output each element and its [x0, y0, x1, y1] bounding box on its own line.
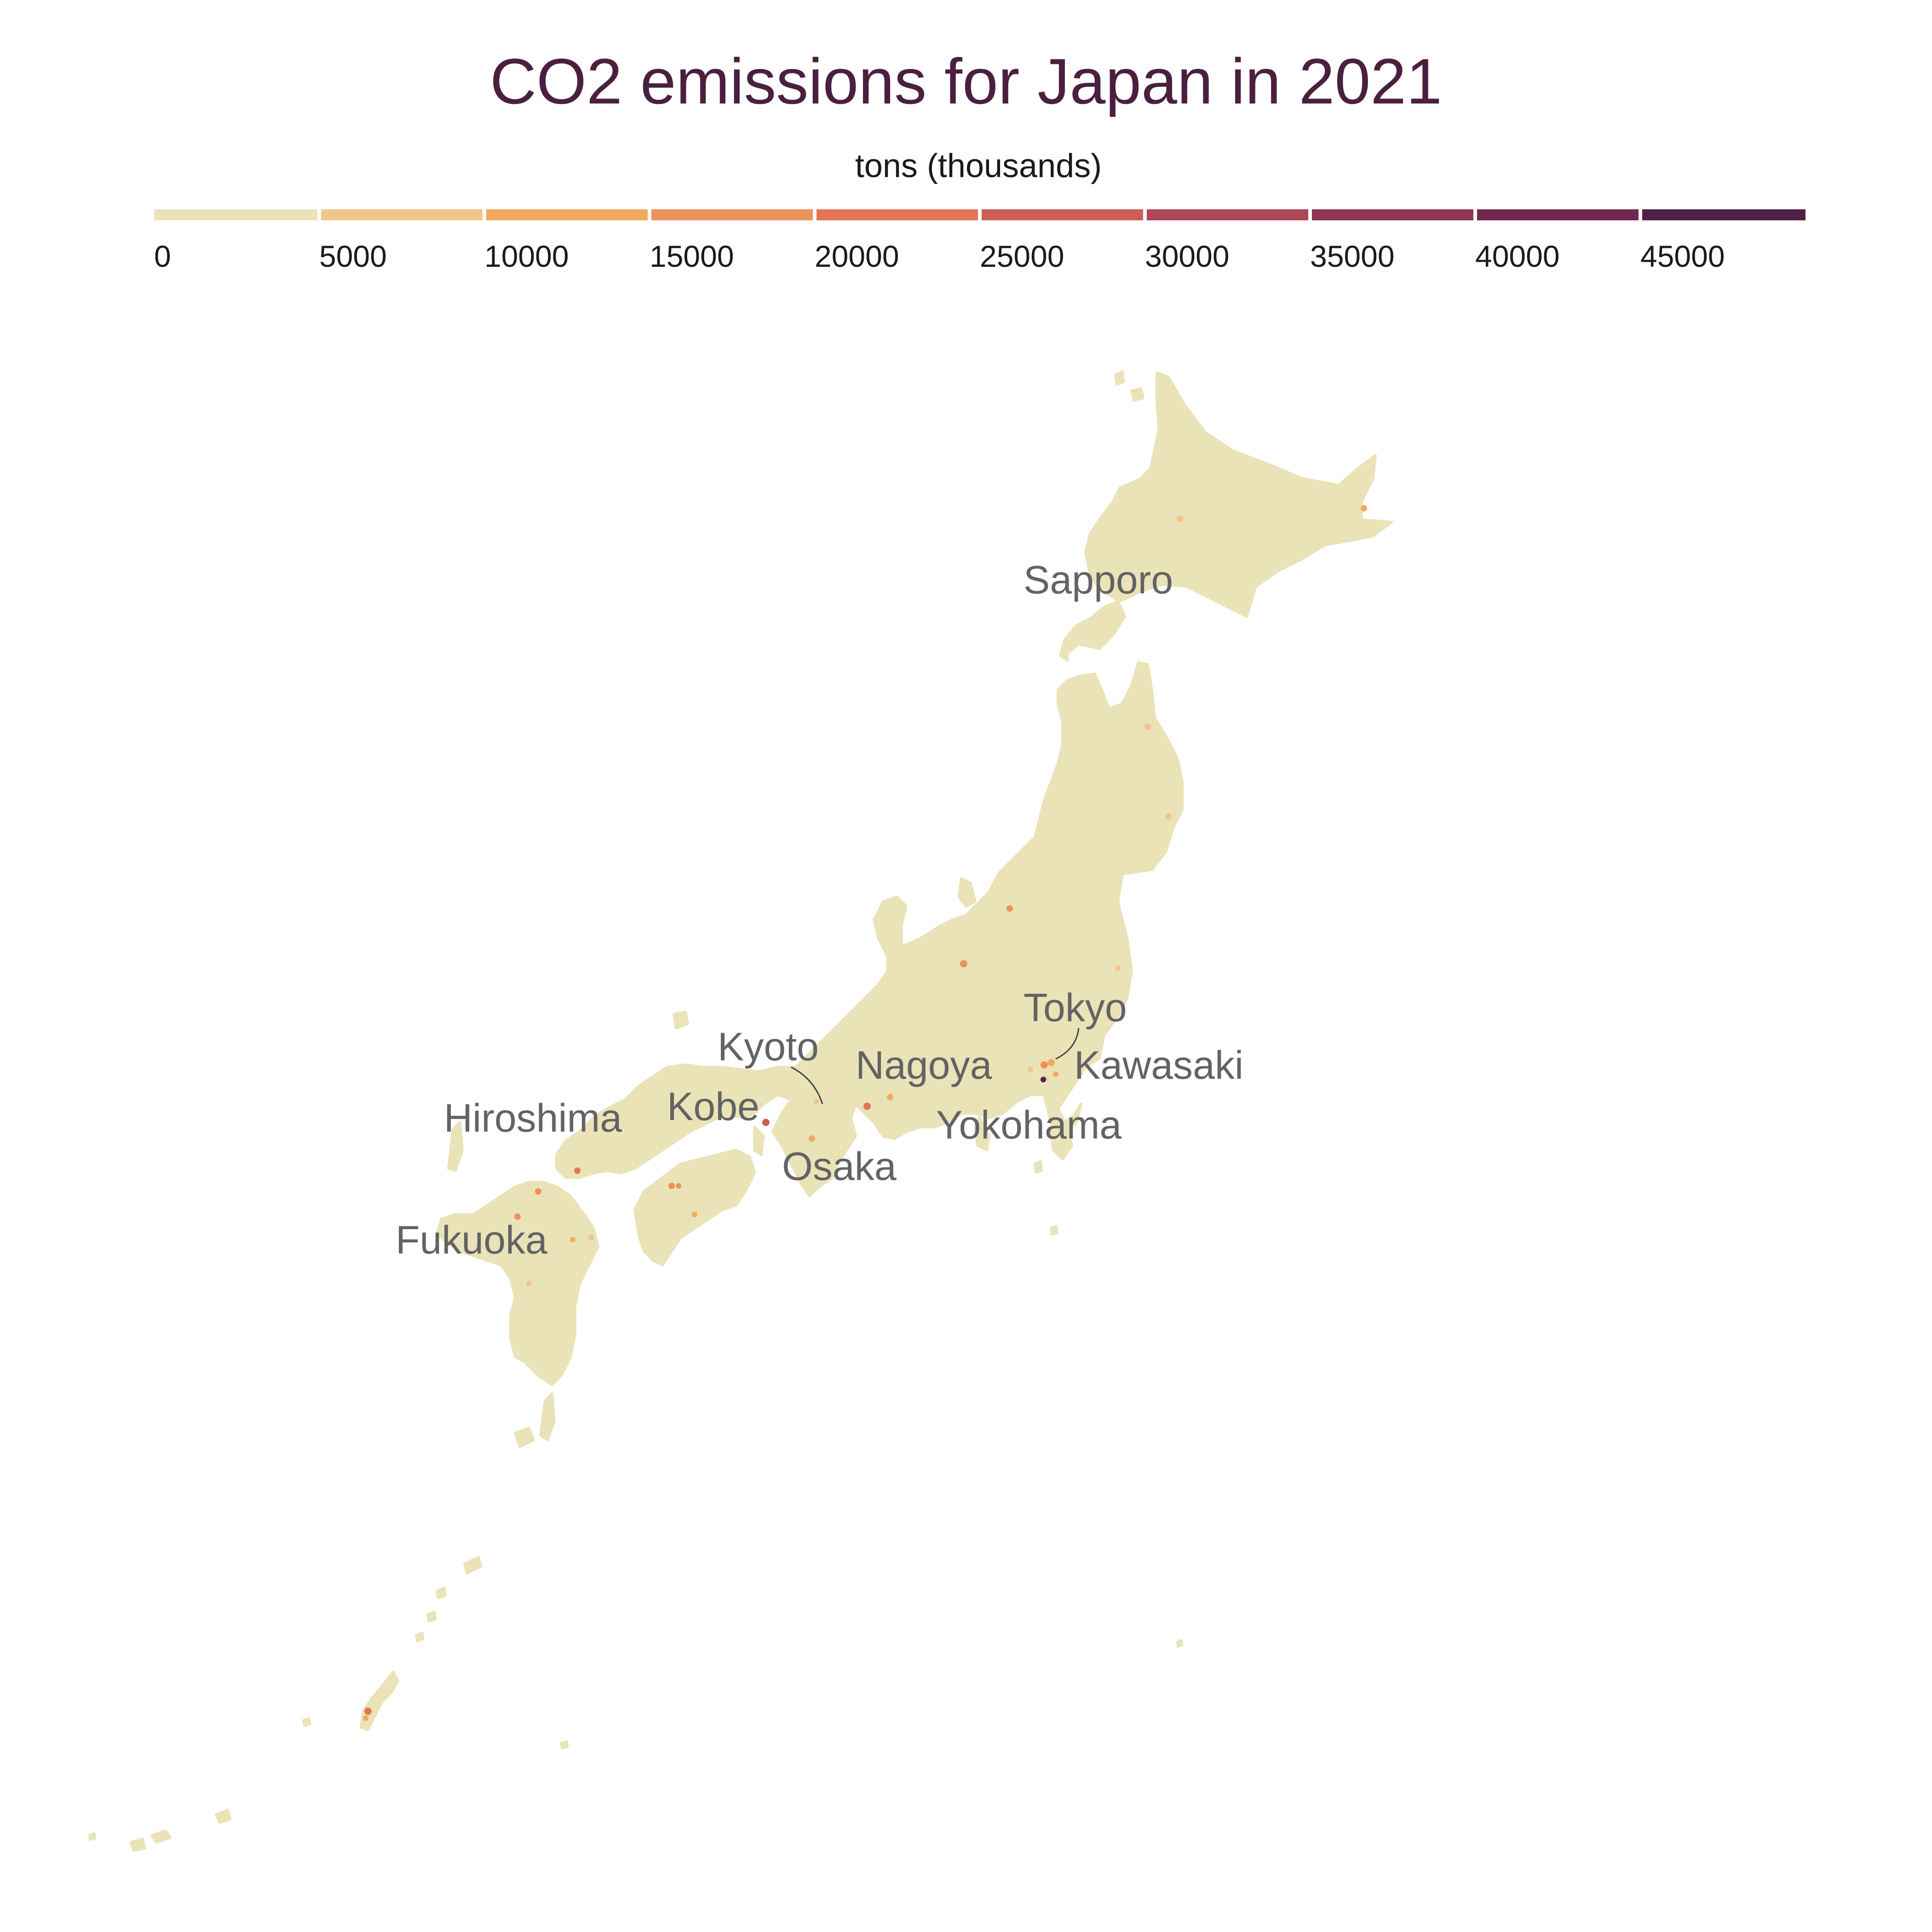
legend-bin [1477, 209, 1639, 220]
ryukyu-islet [426, 1611, 437, 1622]
emission-point [762, 1119, 770, 1126]
city-label-sapporo: Sapporo [1024, 558, 1173, 602]
emission-point [535, 1188, 541, 1195]
emission-point [526, 1281, 532, 1286]
emission-point [1144, 724, 1151, 730]
city-label-yokohama: Yokohama [936, 1103, 1121, 1147]
ryukyu-islet [436, 1587, 447, 1599]
izu-islet [1050, 1225, 1058, 1236]
kyushu-island [436, 1181, 599, 1386]
tokyo-leader-line [1055, 1028, 1080, 1060]
okinawa-island [360, 1671, 399, 1731]
izu-islet [1176, 1639, 1183, 1648]
izu-islet [1034, 1160, 1043, 1173]
shikoku-island [633, 1149, 756, 1266]
emission-point [863, 1103, 871, 1110]
emission-point [809, 1135, 815, 1142]
emission-point [588, 1235, 594, 1240]
emission-point [1047, 1059, 1055, 1066]
emission-point [1361, 505, 1367, 512]
legend-tick-label: 40000 [1475, 239, 1560, 273]
legend-title: tons (thousands) [855, 148, 1102, 184]
japan-land [88, 370, 1393, 1852]
tanegashima-island [539, 1392, 556, 1441]
legend-tick-label: 35000 [1310, 239, 1395, 273]
rishiri-island [1130, 387, 1144, 402]
emission-point [1041, 1061, 1048, 1069]
legend-tick-label: 25000 [980, 239, 1064, 273]
emission-point [814, 1099, 819, 1104]
city-label-kobe: Kobe [667, 1085, 759, 1129]
iriomote-island [130, 1838, 146, 1852]
legend-bin [1642, 209, 1806, 220]
tsushima-island [447, 1121, 464, 1172]
noto-peninsula [873, 896, 908, 958]
city-label-tokyo: Tokyo [1024, 986, 1127, 1030]
oki-island [673, 1011, 689, 1029]
ishigaki-island [150, 1829, 172, 1844]
ryukyu-islet [415, 1632, 424, 1642]
legend-bin [816, 209, 978, 220]
izu-peninsula [974, 1116, 990, 1151]
legend-tick-label: 20000 [815, 239, 899, 273]
emission-point [676, 1183, 681, 1189]
emission-point [1053, 1071, 1058, 1077]
sado-island [958, 877, 977, 908]
legend-bin [1147, 209, 1308, 220]
color-legend: tons (thousands) 0 5000 10000 15000 20000 250… [154, 148, 1806, 273]
boso-peninsula [1050, 1107, 1073, 1161]
legend-color-bins [154, 209, 1806, 220]
city-label-fukuoka: Fukuoka [396, 1218, 547, 1262]
emission-point [1006, 905, 1013, 912]
legend-bin [1312, 209, 1473, 220]
emission-point [1115, 966, 1121, 971]
legend-tick-label: 5000 [319, 239, 387, 273]
legend-tick-label: 0 [154, 239, 171, 273]
kyoto-leader-line [791, 1066, 823, 1104]
emission-point [960, 960, 967, 967]
legend-bin [321, 209, 483, 220]
ryukyu-islet [560, 1740, 569, 1749]
miyako-island [215, 1809, 231, 1824]
ryukyu-islet [88, 1832, 96, 1841]
emission-point [1041, 1077, 1046, 1082]
legend-tick-label: 15000 [650, 239, 734, 273]
legend-bin [651, 209, 813, 220]
legend-tick-label: 10000 [484, 239, 569, 273]
legend-tick-label: 30000 [1145, 239, 1230, 273]
city-label-hiroshima: Hiroshima [444, 1096, 622, 1140]
emission-point [668, 1183, 675, 1189]
emission-point [1177, 516, 1183, 522]
map-title: CO2 emissions for Japan in 2021 [490, 45, 1442, 117]
legend-bin [154, 209, 317, 220]
emission-point [887, 1094, 893, 1100]
yakushima-island [514, 1427, 535, 1448]
hokkaido-island [1059, 371, 1393, 661]
emission-point [574, 1167, 581, 1174]
city-label-nagoya: Nagoya [856, 1043, 992, 1087]
label-leaders [791, 1028, 1080, 1104]
emission-point [363, 1715, 368, 1721]
city-labels: Sapporo Tokyo Kyoto Nagoya Kawasaki Kobe… [396, 558, 1243, 1262]
legend-bin [486, 209, 648, 220]
city-label-osaka: Osaka [782, 1144, 897, 1189]
legend-bin [982, 209, 1143, 220]
awaji-island [753, 1126, 765, 1156]
emission-point [1165, 813, 1172, 820]
emission-hotspots [363, 505, 1367, 1721]
emission-point [570, 1237, 575, 1242]
rebun-island [1114, 370, 1125, 385]
emission-point [364, 1708, 372, 1715]
ryukyu-islet [302, 1717, 311, 1727]
emission-point [1028, 1067, 1033, 1072]
emission-point [692, 1212, 697, 1217]
legend-tick-labels: 0 5000 10000 15000 20000 25000 30000 35000 40000… [154, 239, 1725, 273]
city-label-kyoto: Kyoto [718, 1025, 819, 1069]
emission-point [514, 1213, 521, 1220]
city-label-kawasaki: Kawasaki [1074, 1043, 1243, 1087]
legend-tick-label: 45000 [1640, 239, 1725, 273]
amami-island [463, 1556, 482, 1575]
